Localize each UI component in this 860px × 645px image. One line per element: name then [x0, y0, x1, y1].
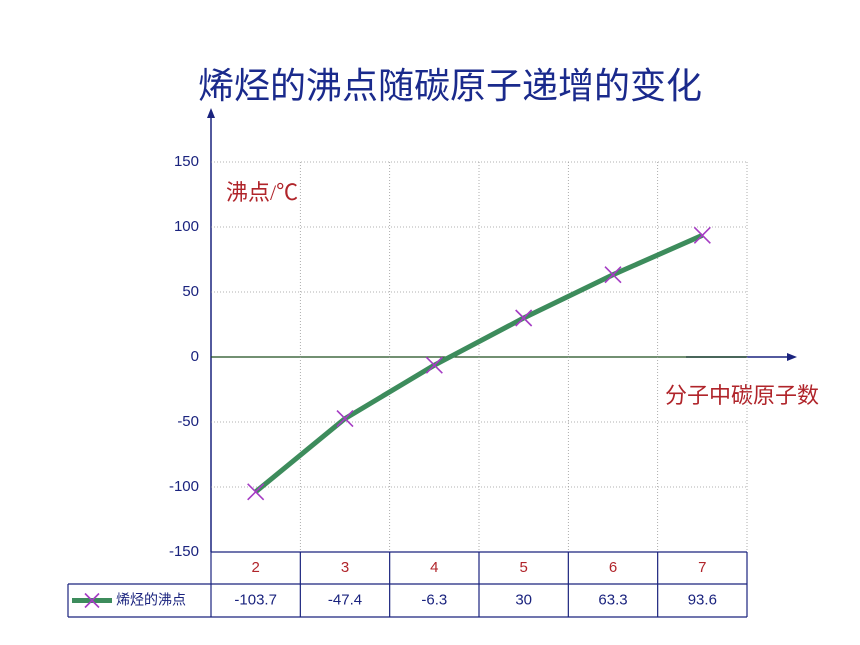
table-value: 63.3 — [598, 591, 627, 608]
marker — [515, 309, 533, 327]
table-value: 93.6 — [688, 591, 717, 608]
marker — [604, 266, 622, 284]
y-tick-label: -50 — [177, 413, 199, 430]
y-tick-label: -100 — [169, 478, 199, 495]
y-tick-label: 0 — [191, 348, 199, 365]
y-tick-label: 50 — [182, 283, 199, 300]
chart-title: 烯烃的沸点随碳原子递增的变化 — [198, 66, 702, 107]
table-value: 30 — [515, 591, 532, 608]
x-tick-label: 4 — [430, 559, 438, 576]
series-line — [254, 233, 704, 494]
x-tick-label: 7 — [698, 559, 706, 576]
legend-label: 烯烃的沸点 — [116, 593, 186, 609]
y-axis-label: 沸点/℃ — [226, 180, 298, 205]
marker — [247, 483, 265, 501]
legend-marker — [84, 592, 100, 609]
x-tick-label: 3 — [341, 559, 349, 576]
x-arrow — [787, 353, 797, 361]
table-value: -6.3 — [421, 591, 447, 608]
x-tick-label: 5 — [519, 559, 527, 576]
x-axis-label: 分子中碳原子数 — [665, 383, 819, 408]
y-tick-label: 150 — [174, 153, 199, 170]
table-value: -47.4 — [328, 591, 362, 608]
y-tick-label: -150 — [169, 543, 199, 560]
y-tick-label: 100 — [174, 218, 199, 235]
x-tick-label: 2 — [251, 559, 259, 576]
marker — [693, 226, 711, 244]
table-value: -103.7 — [234, 591, 277, 608]
y-arrow — [207, 108, 215, 118]
marker — [425, 356, 443, 374]
marker — [336, 410, 354, 428]
x-tick-label: 6 — [609, 559, 617, 576]
